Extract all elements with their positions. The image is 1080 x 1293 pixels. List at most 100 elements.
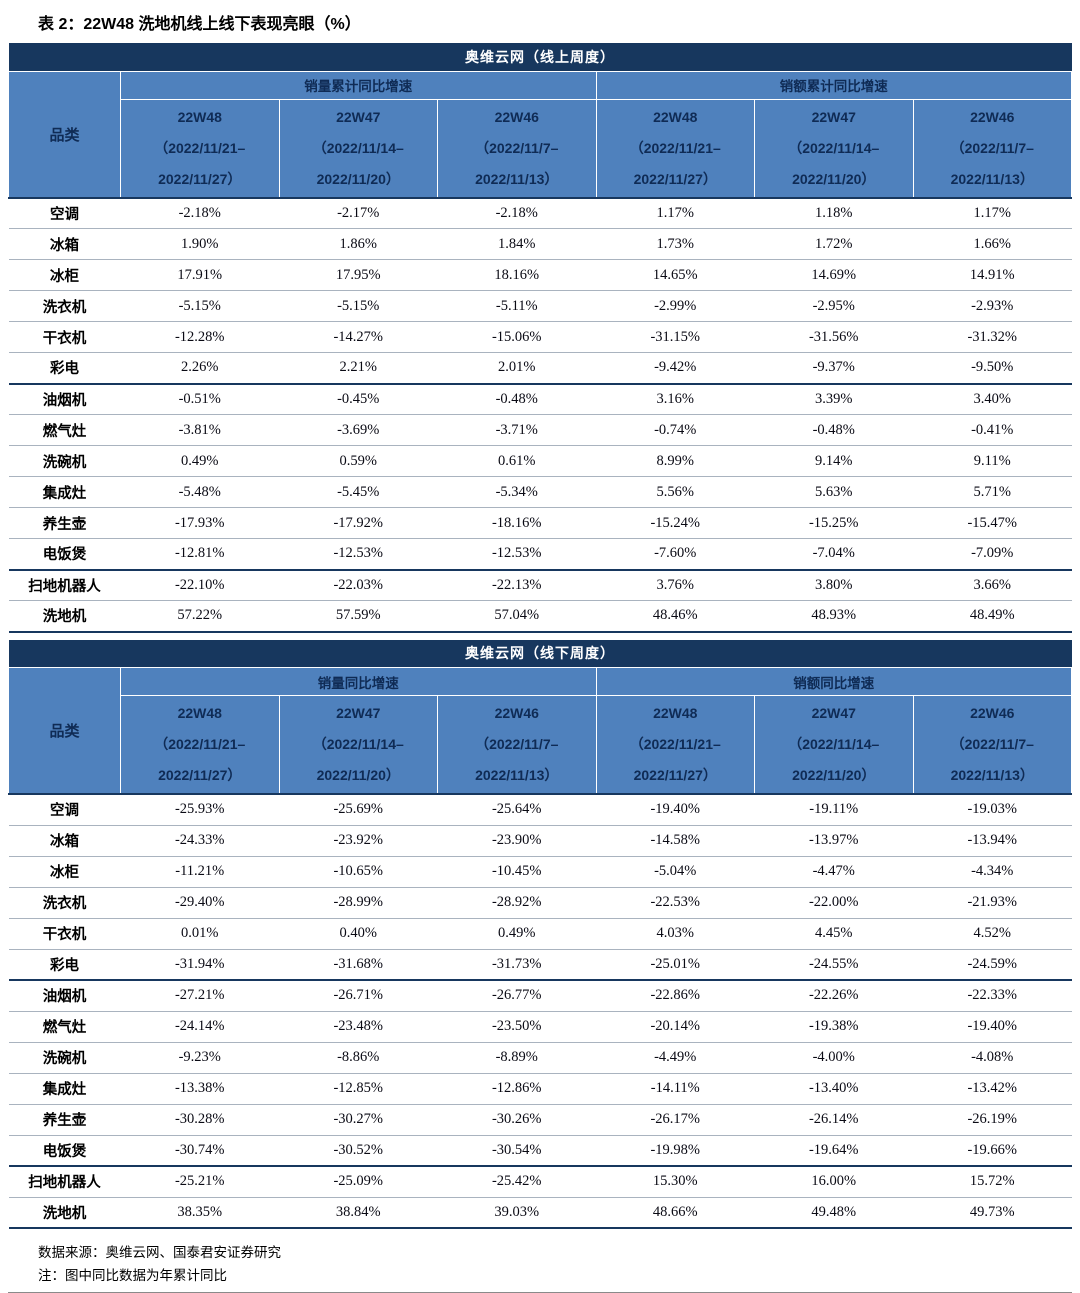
group-header: 销量累计同比增速 xyxy=(120,70,597,100)
value-cell: -26.19% xyxy=(913,1104,1072,1136)
value-cell: 3.40% xyxy=(913,383,1072,415)
value-cell: -27.21% xyxy=(120,980,279,1012)
value-cell: -7.09% xyxy=(913,538,1072,571)
value-cell: 5.71% xyxy=(913,476,1072,508)
value-cell: -23.48% xyxy=(279,1011,438,1043)
table-row: 洗衣机 -29.40% -28.99% -28.92% -22.53% -22.00% -2… xyxy=(8,887,1072,919)
value-cell: -31.56% xyxy=(754,321,913,353)
value-cell: -31.15% xyxy=(596,321,755,353)
table-row: 洗地机 38.35% 38.84% 39.03% 48.66% 49.48% 49.73% xyxy=(8,1197,1072,1229)
value-cell: -31.68% xyxy=(279,949,438,981)
value-cell: -19.40% xyxy=(596,794,755,826)
value-cell: -2.95% xyxy=(754,290,913,322)
value-cell: -25.09% xyxy=(279,1166,438,1198)
value-cell: 1.90% xyxy=(120,228,279,260)
value-cell: -30.28% xyxy=(120,1104,279,1136)
table-row: 洗碗机 0.49% 0.59% 0.61% 8.99% 9.14% 9.11% xyxy=(8,445,1072,477)
value-cell: -28.92% xyxy=(437,887,596,919)
value-cell: 4.03% xyxy=(596,918,755,950)
category-cell: 洗地机 xyxy=(8,600,121,633)
value-cell: -22.03% xyxy=(279,569,438,601)
value-cell: 18.16% xyxy=(437,259,596,291)
value-cell: -3.71% xyxy=(437,414,596,446)
value-cell: -12.85% xyxy=(279,1073,438,1105)
table-row: 集成灶 -13.38% -12.85% -12.86% -14.11% -13.40% -1… xyxy=(8,1073,1072,1105)
value-cell: -14.27% xyxy=(279,321,438,353)
value-cell: -5.04% xyxy=(596,856,755,888)
value-cell: -2.99% xyxy=(596,290,755,322)
week-column-header: 22W48 （2022/11/21– 2022/11/27） xyxy=(120,695,280,795)
value-cell: -9.37% xyxy=(754,352,913,385)
tables-container: 奥维云网（线上周度） 品类 销量累计同比增速 销额累计同比增速 22W48 （2022/1… xyxy=(8,43,1072,1229)
value-cell: -5.45% xyxy=(279,476,438,508)
table-row: 电饭煲 -12.81% -12.53% -12.53% -7.60% -7.04% -7.0… xyxy=(8,538,1072,571)
value-cell: -4.49% xyxy=(596,1042,755,1074)
value-cell: -31.73% xyxy=(437,949,596,981)
value-cell: -24.14% xyxy=(120,1011,279,1043)
table-row: 干衣机 -12.28% -14.27% -15.06% -31.15% -31.56% -3… xyxy=(8,321,1072,353)
value-cell: -15.06% xyxy=(437,321,596,353)
value-cell: -28.99% xyxy=(279,887,438,919)
value-cell: 0.01% xyxy=(120,918,279,950)
week-column-header: 22W47 （2022/11/14– 2022/11/20） xyxy=(754,695,914,795)
value-cell: -12.53% xyxy=(437,538,596,571)
value-cell: -10.65% xyxy=(279,856,438,888)
category-cell: 电饭煲 xyxy=(8,1135,121,1167)
value-cell: -0.74% xyxy=(596,414,755,446)
value-cell: 48.46% xyxy=(596,600,755,633)
value-cell: 2.01% xyxy=(437,352,596,385)
value-cell: 5.56% xyxy=(596,476,755,508)
table-caption: 表 2：22W48 洗地机线上线下表现亮眼（%） xyxy=(38,16,361,33)
value-cell: -13.97% xyxy=(754,825,913,857)
table-title-band: 奥维云网（线下周度） xyxy=(8,639,1072,668)
value-cell: 57.22% xyxy=(120,600,279,633)
value-cell: -13.94% xyxy=(913,825,1072,857)
category-cell: 冰柜 xyxy=(8,259,121,291)
value-cell: -17.93% xyxy=(120,507,279,539)
value-cell: 49.48% xyxy=(754,1197,913,1229)
value-cell: -22.10% xyxy=(120,569,279,601)
value-cell: 49.73% xyxy=(913,1197,1072,1229)
value-cell: 3.66% xyxy=(913,569,1072,601)
week-column-header: 22W46 （2022/11/7– 2022/11/13） xyxy=(437,695,597,795)
category-cell: 彩电 xyxy=(8,949,121,981)
table-row: 燃气灶 -3.81% -3.69% -3.71% -0.74% -0.48% -0.41% xyxy=(8,414,1072,446)
value-cell: 38.84% xyxy=(279,1197,438,1229)
week-column-header: 22W48 （2022/11/21– 2022/11/27） xyxy=(595,695,755,795)
category-cell: 油烟机 xyxy=(8,383,121,415)
value-cell: -25.42% xyxy=(437,1166,596,1198)
value-cell: -19.66% xyxy=(913,1135,1072,1167)
category-cell: 冰柜 xyxy=(8,856,121,888)
category-cell: 集成灶 xyxy=(8,476,121,508)
value-cell: -4.34% xyxy=(913,856,1072,888)
value-cell: -7.60% xyxy=(596,538,755,571)
value-cell: -19.38% xyxy=(754,1011,913,1043)
table-row: 冰箱 -24.33% -23.92% -23.90% -14.58% -13.97% -13… xyxy=(8,825,1072,857)
table-row: 彩电 2.26% 2.21% 2.01% -9.42% -9.37% -9.50% xyxy=(8,352,1072,385)
category-cell: 干衣机 xyxy=(8,918,121,950)
value-cell: -23.50% xyxy=(437,1011,596,1043)
methodology-note: 注：图中同比数据为年累计同比 xyxy=(38,1268,227,1283)
table-row: 油烟机 -27.21% -26.71% -26.77% -22.86% -22.26% -2… xyxy=(8,980,1072,1012)
value-cell: -19.64% xyxy=(754,1135,913,1167)
value-cell: -13.38% xyxy=(120,1073,279,1105)
category-cell: 集成灶 xyxy=(8,1073,121,1105)
value-cell: -13.40% xyxy=(754,1073,913,1105)
category-cell: 电饭煲 xyxy=(8,538,121,571)
category-cell: 养生壶 xyxy=(8,1104,121,1136)
value-cell: 4.52% xyxy=(913,918,1072,950)
value-cell: 0.40% xyxy=(279,918,438,950)
category-column-header: 品类 xyxy=(8,667,121,795)
value-cell: -7.04% xyxy=(754,538,913,571)
value-cell: -24.33% xyxy=(120,825,279,857)
table-row: 洗碗机 -9.23% -8.86% -8.89% -4.49% -4.00% -4.08% xyxy=(8,1042,1072,1074)
value-cell: -11.21% xyxy=(120,856,279,888)
value-cell: 15.72% xyxy=(913,1166,1072,1198)
value-cell: -2.18% xyxy=(437,197,596,229)
value-cell: -18.16% xyxy=(437,507,596,539)
value-cell: 14.69% xyxy=(754,259,913,291)
value-cell: -22.33% xyxy=(913,980,1072,1012)
value-cell: -12.81% xyxy=(120,538,279,571)
value-cell: -9.42% xyxy=(596,352,755,385)
value-cell: -19.11% xyxy=(754,794,913,826)
